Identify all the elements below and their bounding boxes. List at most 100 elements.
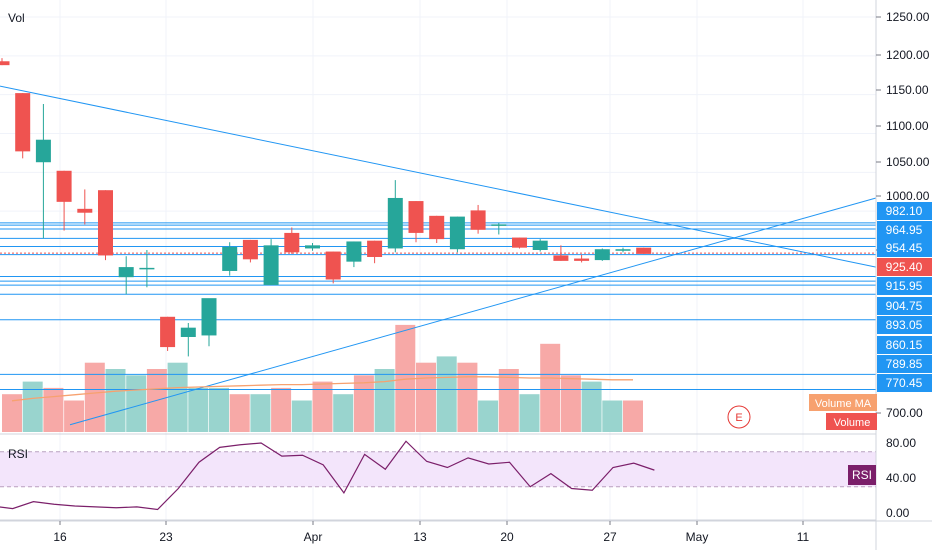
time-tick-label: 20 [500, 530, 514, 544]
candle-body [367, 240, 383, 257]
volume-bar [436, 356, 457, 432]
descending-trendline[interactable] [0, 85, 877, 268]
rsi-line [0, 440, 655, 511]
candle [408, 201, 424, 243]
level-badge-label: 954.45 [886, 241, 923, 255]
volume-bar [291, 400, 312, 432]
price-tick-label: 1150.00 [886, 83, 929, 97]
level-badge-bg [877, 239, 932, 257]
volume-bar [167, 362, 188, 432]
candle-body [77, 208, 93, 213]
level-badge-label: 982.10 [886, 204, 923, 218]
axis-badges: Volume MA Volume RSI [809, 394, 877, 485]
time-tick-label: Apr [304, 530, 323, 544]
candle-body [532, 240, 548, 250]
candle [180, 323, 196, 357]
level-badge-label: 904.75 [886, 299, 923, 313]
rsi-badge-bg [848, 465, 876, 485]
candle [449, 216, 465, 253]
candle [160, 316, 176, 351]
volume-bar [105, 369, 126, 432]
candle-body [594, 249, 610, 261]
labels: Vol RSI E [8, 11, 751, 461]
volume-bar [560, 375, 581, 432]
earnings-marker[interactable]: E [735, 412, 742, 424]
candle [367, 240, 383, 264]
time-tick-label: 23 [159, 530, 173, 544]
candles [0, 58, 652, 357]
level-badge-bg [877, 297, 932, 315]
earnings-marker-circle[interactable] [727, 405, 751, 429]
volume-bar [540, 343, 561, 432]
volume-pane-label: Vol [8, 11, 25, 25]
rsi-tick-label: 40.00 [886, 471, 916, 485]
level-badge-bg [877, 277, 932, 295]
level-badge-bg [877, 374, 932, 392]
candle [387, 180, 403, 253]
volume-ma-line [11, 376, 633, 402]
candle-body [346, 241, 362, 262]
candle-body [139, 267, 155, 270]
volume-bar [271, 387, 292, 432]
volume-bar [209, 387, 229, 432]
candle [470, 204, 486, 234]
candle [242, 239, 258, 263]
candle [636, 247, 652, 254]
price-tick-label: 1000.00 [886, 189, 930, 203]
rsi-pane-label: RSI [8, 447, 28, 461]
rsi-tick-label: 80.00 [886, 436, 916, 450]
candle [325, 251, 341, 284]
candle [532, 239, 548, 252]
candle-body [222, 246, 238, 271]
candle-body [470, 210, 486, 230]
level-badge-label: 860.15 [886, 338, 923, 352]
price-tick-label: 1050.00 [886, 155, 930, 169]
candle-body [305, 245, 320, 249]
volume-bar [64, 400, 85, 432]
candle-body [429, 215, 445, 240]
candle [139, 250, 155, 288]
candle-body [263, 245, 279, 285]
candle [222, 242, 238, 276]
volume-bar [519, 394, 540, 432]
candle [553, 245, 569, 261]
volume-bar [581, 381, 602, 432]
level-badge-label: 770.45 [886, 376, 923, 390]
candle [56, 170, 72, 231]
candle-body [56, 170, 72, 202]
volume-bar [2, 394, 22, 432]
level-badge-bg [877, 316, 932, 334]
level-badge-label: 964.95 [886, 223, 923, 237]
price-tick-label: 1100.00 [886, 119, 929, 133]
volume-bar [229, 394, 250, 432]
time-tick-label: 16 [53, 530, 67, 544]
price-tick-label: 1250.00 [886, 10, 930, 24]
volume-badge: Volume [834, 417, 871, 429]
candle-body [449, 216, 465, 250]
volume-bar [602, 400, 623, 432]
candle-body [0, 61, 10, 66]
candle [491, 222, 507, 235]
candle-body [118, 267, 134, 278]
rsi-tick-label: 0.00 [886, 506, 910, 520]
rsi-series [0, 440, 655, 511]
candle [615, 247, 631, 253]
volume-ma-series [11, 376, 633, 402]
candle-body [201, 298, 217, 336]
candle [574, 254, 590, 263]
volume-ma-badge-bg [809, 394, 877, 411]
candle-body [512, 237, 527, 248]
candle-body [491, 224, 507, 226]
level-badge-bg [877, 336, 932, 354]
candle-body [574, 258, 590, 261]
volume-bar [374, 369, 395, 432]
volume-bar [416, 362, 436, 432]
rsi-band [0, 451, 876, 487]
candle [284, 227, 300, 254]
candle [594, 248, 610, 261]
candle-body [180, 327, 196, 337]
current-price-badge-bg [877, 258, 932, 276]
